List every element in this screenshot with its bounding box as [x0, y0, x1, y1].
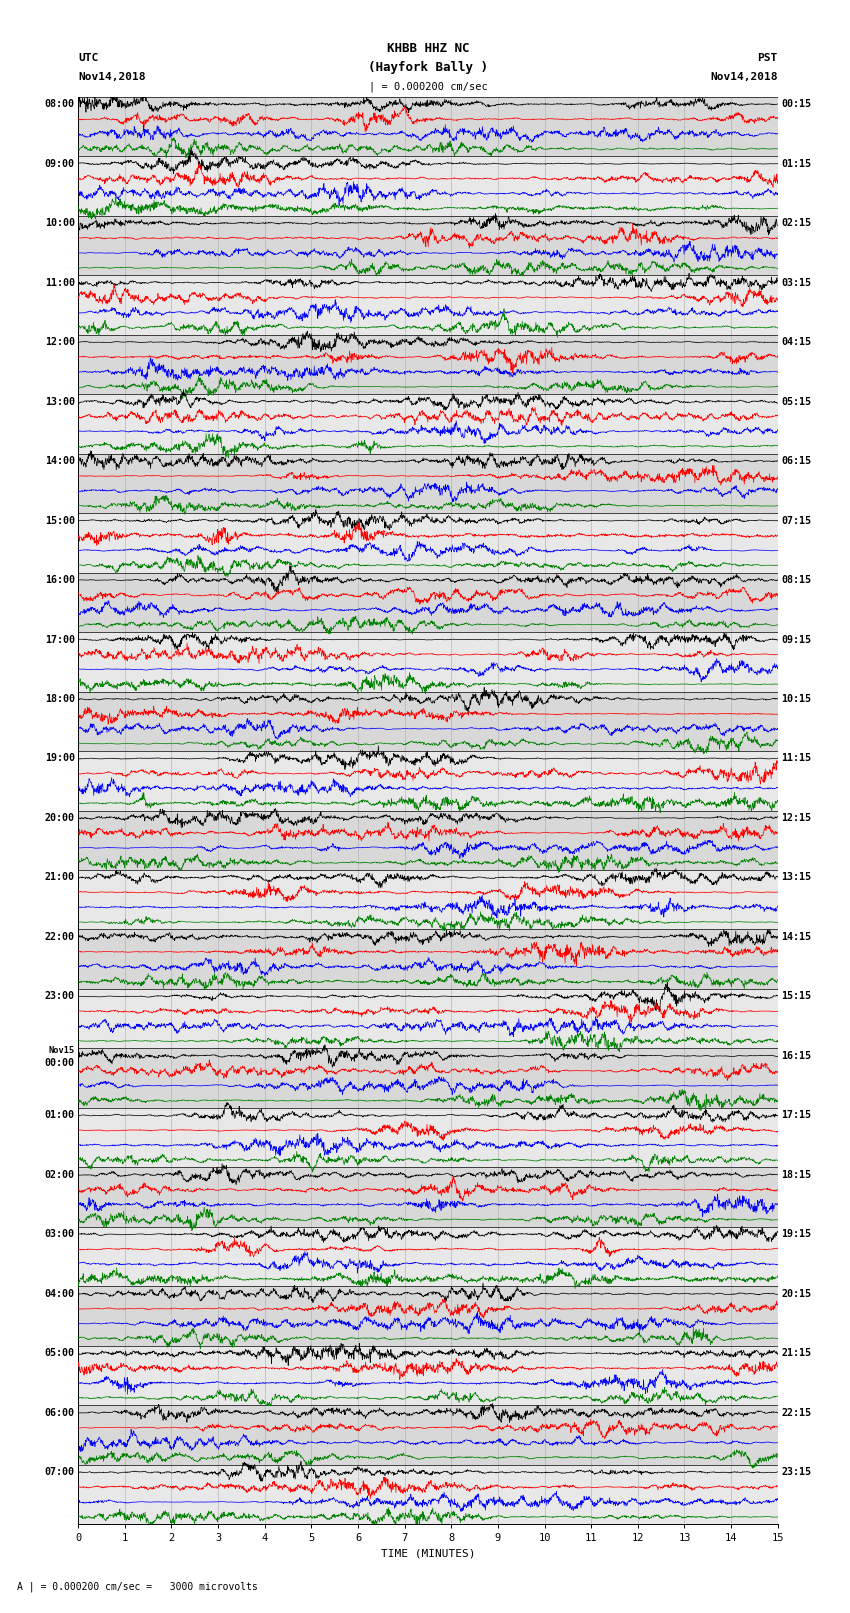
Text: 17:00: 17:00 — [45, 634, 75, 645]
Bar — [78, 276, 778, 336]
Bar — [78, 453, 778, 513]
Text: 10:15: 10:15 — [781, 694, 811, 703]
Text: Nov14,2018: Nov14,2018 — [711, 73, 778, 82]
Text: 23:15: 23:15 — [781, 1468, 811, 1478]
Bar — [78, 1108, 778, 1168]
Text: 19:15: 19:15 — [781, 1229, 811, 1239]
Text: 08:15: 08:15 — [781, 576, 811, 586]
Text: 03:00: 03:00 — [45, 1229, 75, 1239]
Text: 04:15: 04:15 — [781, 337, 811, 347]
Text: 06:15: 06:15 — [781, 456, 811, 466]
Text: Nov14,2018: Nov14,2018 — [78, 73, 145, 82]
Text: 13:00: 13:00 — [45, 397, 75, 406]
Text: 10:00: 10:00 — [45, 218, 75, 227]
Text: KHBB HHZ NC: KHBB HHZ NC — [387, 42, 469, 55]
Text: 21:00: 21:00 — [45, 873, 75, 882]
Text: | = 0.000200 cm/sec: | = 0.000200 cm/sec — [369, 82, 487, 92]
Bar — [78, 929, 778, 989]
Text: 09:00: 09:00 — [45, 158, 75, 169]
Bar — [78, 97, 778, 156]
Text: 03:15: 03:15 — [781, 277, 811, 287]
Bar — [78, 573, 778, 632]
X-axis label: TIME (MINUTES): TIME (MINUTES) — [381, 1548, 475, 1558]
Bar — [78, 1048, 778, 1108]
Text: 02:15: 02:15 — [781, 218, 811, 227]
Text: 21:15: 21:15 — [781, 1348, 811, 1358]
Text: PST: PST — [757, 53, 778, 63]
Text: 05:15: 05:15 — [781, 397, 811, 406]
Bar — [78, 1465, 778, 1524]
Text: 12:15: 12:15 — [781, 813, 811, 823]
Text: 22:00: 22:00 — [45, 932, 75, 942]
Text: 19:00: 19:00 — [45, 753, 75, 763]
Text: UTC: UTC — [78, 53, 99, 63]
Text: 18:15: 18:15 — [781, 1169, 811, 1179]
Bar — [78, 692, 778, 752]
Bar — [78, 513, 778, 573]
Bar — [78, 1168, 778, 1227]
Bar — [78, 869, 778, 929]
Bar — [78, 632, 778, 692]
Text: (Hayfork Bally ): (Hayfork Bally ) — [368, 61, 488, 74]
Text: 22:15: 22:15 — [781, 1408, 811, 1418]
Text: 01:15: 01:15 — [781, 158, 811, 169]
Bar — [78, 1345, 778, 1405]
Bar — [78, 1227, 778, 1287]
Bar — [78, 1405, 778, 1465]
Text: 15:00: 15:00 — [45, 516, 75, 526]
Bar — [78, 156, 778, 216]
Bar — [78, 1287, 778, 1345]
Text: 23:00: 23:00 — [45, 992, 75, 1002]
Text: 05:00: 05:00 — [45, 1348, 75, 1358]
Text: 04:00: 04:00 — [45, 1289, 75, 1298]
Text: 20:15: 20:15 — [781, 1289, 811, 1298]
Bar — [78, 216, 778, 276]
Text: Nov15: Nov15 — [48, 1045, 75, 1055]
Text: 00:15: 00:15 — [781, 100, 811, 110]
Text: 15:15: 15:15 — [781, 992, 811, 1002]
Text: 07:15: 07:15 — [781, 516, 811, 526]
Bar — [78, 810, 778, 869]
Text: 12:00: 12:00 — [45, 337, 75, 347]
Text: 11:00: 11:00 — [45, 277, 75, 287]
Bar — [78, 394, 778, 453]
Bar — [78, 334, 778, 394]
Text: 07:00: 07:00 — [45, 1468, 75, 1478]
Text: 20:00: 20:00 — [45, 813, 75, 823]
Bar — [78, 989, 778, 1048]
Text: 14:15: 14:15 — [781, 932, 811, 942]
Text: 09:15: 09:15 — [781, 634, 811, 645]
Text: 13:15: 13:15 — [781, 873, 811, 882]
Text: 14:00: 14:00 — [45, 456, 75, 466]
Text: 11:15: 11:15 — [781, 753, 811, 763]
Text: 16:00: 16:00 — [45, 576, 75, 586]
Text: 01:00: 01:00 — [45, 1110, 75, 1121]
Text: 06:00: 06:00 — [45, 1408, 75, 1418]
Text: 17:15: 17:15 — [781, 1110, 811, 1121]
Text: 18:00: 18:00 — [45, 694, 75, 703]
Text: 02:00: 02:00 — [45, 1169, 75, 1179]
Text: 08:00: 08:00 — [45, 100, 75, 110]
Text: 16:15: 16:15 — [781, 1052, 811, 1061]
Text: A | = 0.000200 cm/sec =   3000 microvolts: A | = 0.000200 cm/sec = 3000 microvolts — [17, 1582, 258, 1592]
Bar — [78, 752, 778, 810]
Text: 00:00: 00:00 — [45, 1058, 75, 1068]
